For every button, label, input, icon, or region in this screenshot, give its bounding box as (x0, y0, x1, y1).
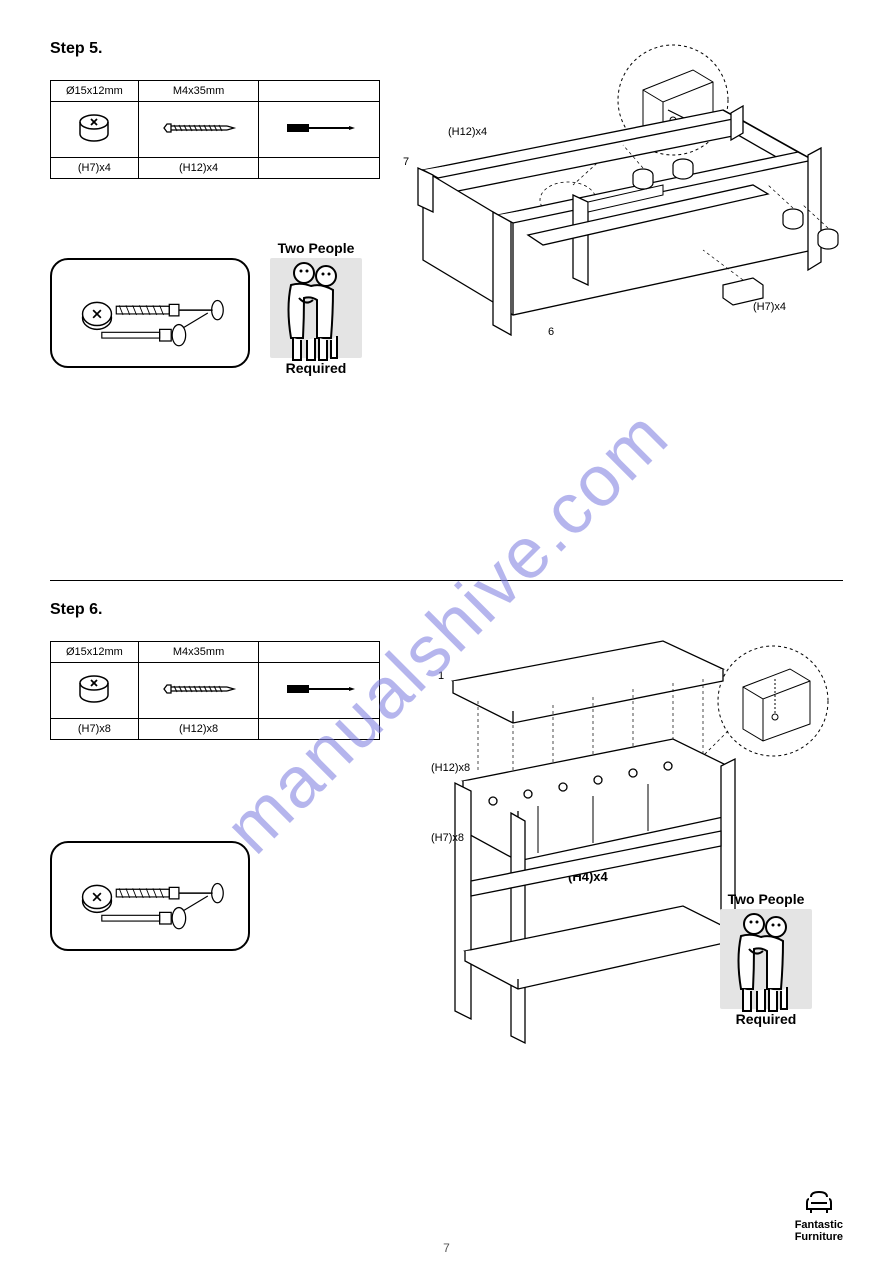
cam-lock-icon (51, 663, 139, 719)
part-label: (H7)x4 (51, 158, 139, 179)
logo-text-2: Furniture (795, 1231, 843, 1243)
part-header: Ø15x12mm (51, 81, 139, 102)
table-row (51, 102, 380, 158)
page-number: 7 (443, 1241, 450, 1255)
part-header: Ø15x12mm (51, 642, 139, 663)
brand-logo: Fantastic Furniture (795, 1189, 843, 1243)
assembly-diagram-step5: 7 6 (H12)x4 (H7)x4 (373, 40, 853, 420)
screwdriver-icon (259, 663, 380, 719)
part-header (259, 81, 380, 102)
table-row (51, 663, 380, 719)
cam-assembly-callout (50, 258, 250, 368)
two-people-required: Two People Required (270, 240, 362, 376)
screwdriver-icon (259, 102, 380, 158)
parts-table-step6: Ø15x12mm M4x35mm (50, 641, 380, 740)
step-6-label: Step 6. (50, 601, 102, 619)
logo-text-1: Fantastic (795, 1219, 843, 1231)
part-label: (H12)x4 (138, 158, 259, 179)
manual-page: manualshive.com Step 5. Ø15x12mm M4x35mm (0, 0, 893, 1263)
two-people-required: Two People Required (720, 891, 812, 1027)
diagram-label: (H12)x4 (448, 126, 487, 138)
table-row: Ø15x12mm M4x35mm (51, 642, 380, 663)
part-header: M4x35mm (138, 81, 259, 102)
part-header (259, 642, 380, 663)
cam-assembly-callout (50, 841, 250, 951)
section-divider (50, 580, 843, 581)
part-header: M4x35mm (138, 642, 259, 663)
cam-lock-icon (51, 102, 139, 158)
step-5-section: Step 5. Ø15x12mm M4x35mm (50, 40, 843, 560)
screw-icon (138, 102, 259, 158)
step-6-section: Step 6. Ø15x12mm M4x35mm (50, 601, 843, 1121)
part-label (259, 719, 380, 740)
diagram-label: 6 (548, 326, 554, 338)
two-people-label-bottom: Required (270, 360, 362, 376)
part-label: (H12)x8 (138, 719, 259, 740)
part-label: (H7)x8 (51, 719, 139, 740)
two-people-label-bottom: Required (720, 1011, 812, 1027)
sofa-icon (805, 1189, 833, 1215)
svg-text:(H7)x8: (H7)x8 (431, 832, 464, 844)
table-row: (H7)x4 (H12)x4 (51, 158, 380, 179)
two-people-label-top: Two People (720, 891, 812, 907)
two-people-label-top: Two People (270, 240, 362, 256)
svg-text:1: 1 (438, 670, 444, 682)
table-row: Ø15x12mm M4x35mm (51, 81, 380, 102)
diagram-label: 7 (403, 156, 409, 168)
diagram-label: (H7)x4 (753, 301, 786, 313)
parts-table-step5: Ø15x12mm M4x35mm (50, 80, 380, 179)
svg-text:(H12)x8: (H12)x8 (431, 762, 470, 774)
step-5-label: Step 5. (50, 40, 102, 58)
table-row: (H7)x8 (H12)x8 (51, 719, 380, 740)
screw-icon (138, 663, 259, 719)
part-label (259, 158, 380, 179)
